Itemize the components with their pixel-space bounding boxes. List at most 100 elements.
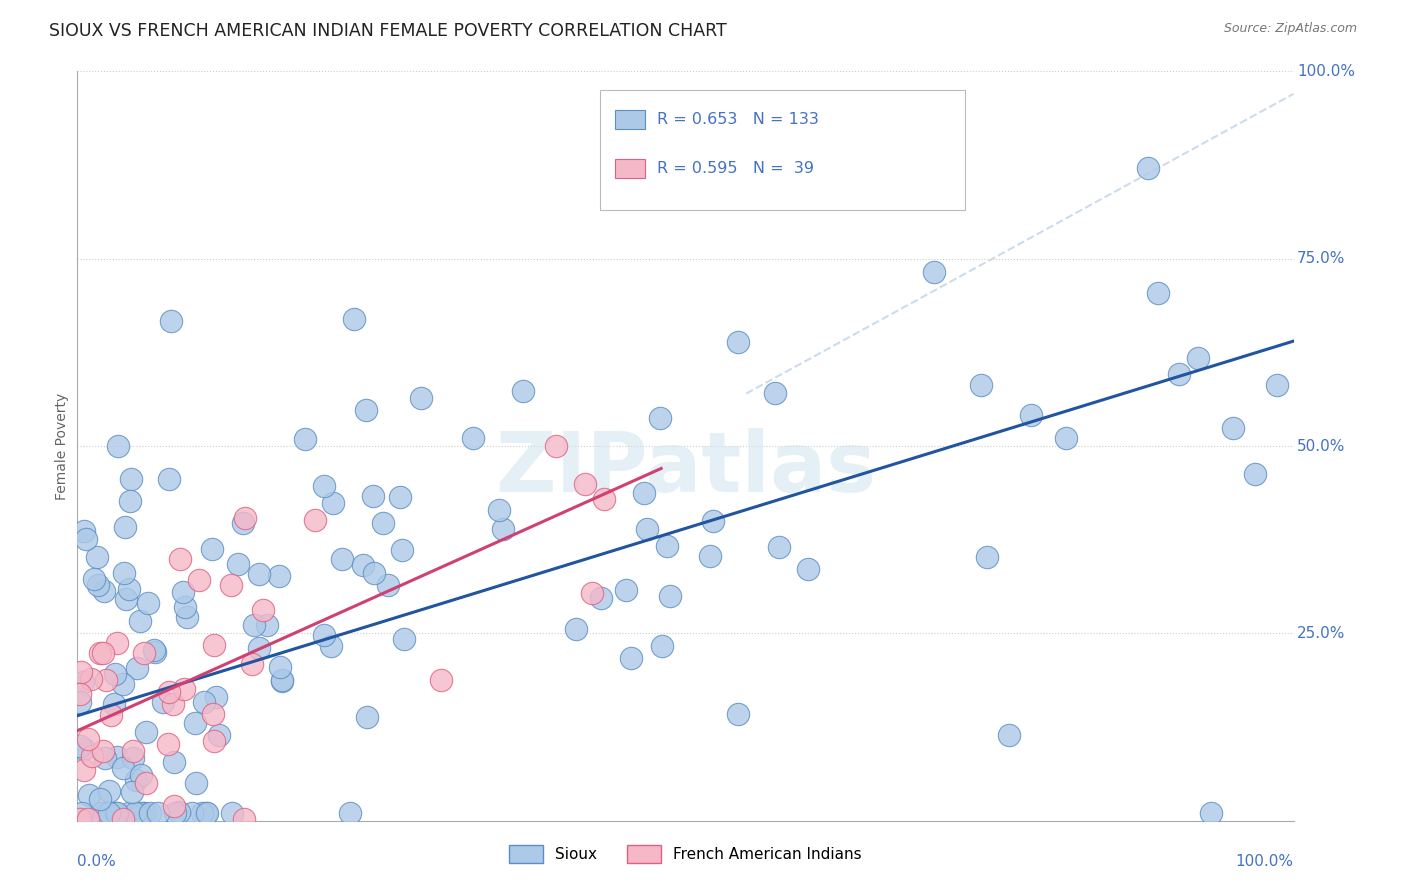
Point	[87, 577, 110, 591]
Point	[103, 697, 125, 711]
Point	[1243, 467, 1265, 482]
Point	[107, 439, 129, 453]
Point	[118, 494, 141, 508]
Point	[202, 638, 225, 652]
Point	[232, 516, 254, 531]
Point	[363, 566, 385, 580]
Point	[356, 709, 378, 723]
Point	[136, 596, 159, 610]
Point	[121, 784, 143, 798]
Point	[797, 562, 820, 576]
Point	[117, 806, 139, 821]
Point	[111, 812, 134, 826]
Point	[69, 739, 91, 754]
Point	[411, 392, 433, 406]
Point	[205, 690, 228, 705]
Point	[163, 756, 186, 770]
Point	[172, 585, 194, 599]
Point	[970, 377, 993, 392]
Point	[115, 591, 138, 606]
Point	[73, 524, 96, 538]
Point	[998, 728, 1021, 742]
Point	[91, 744, 114, 758]
Point	[727, 706, 749, 721]
Point	[193, 695, 215, 709]
Point	[343, 311, 366, 326]
Point	[339, 806, 361, 821]
Point	[73, 764, 96, 778]
Point	[352, 558, 374, 572]
Point	[589, 591, 612, 606]
Point	[354, 403, 377, 417]
Point	[240, 657, 263, 671]
Point	[111, 677, 134, 691]
Point	[633, 486, 655, 500]
Point	[145, 644, 167, 658]
Point	[195, 806, 218, 821]
Point	[256, 618, 278, 632]
Point	[247, 566, 270, 581]
Point	[75, 533, 97, 547]
Point	[581, 586, 603, 600]
Point	[304, 513, 326, 527]
Point	[135, 725, 157, 739]
Point	[104, 667, 127, 681]
Point	[768, 541, 790, 555]
Point	[208, 728, 231, 742]
Point	[125, 773, 148, 788]
Point	[160, 314, 183, 328]
Point	[163, 799, 186, 814]
Point	[83, 572, 105, 586]
Point	[271, 674, 294, 689]
Point	[702, 515, 724, 529]
Text: ZIPatlas: ZIPatlas	[495, 428, 876, 509]
Point	[619, 650, 641, 665]
Point	[138, 806, 160, 821]
Text: 50.0%: 50.0%	[1298, 439, 1346, 453]
Text: 0.0%: 0.0%	[77, 855, 117, 870]
Point	[614, 583, 637, 598]
Point	[1136, 161, 1159, 176]
Point	[132, 646, 155, 660]
Point	[157, 737, 180, 751]
Point	[112, 566, 135, 581]
Point	[86, 549, 108, 564]
Point	[655, 539, 678, 553]
Point	[461, 431, 484, 445]
Point	[100, 708, 122, 723]
Point	[1199, 806, 1222, 821]
Y-axis label: Female Poverty: Female Poverty	[55, 392, 69, 500]
Point	[247, 641, 270, 656]
Point	[89, 646, 111, 660]
Point	[69, 695, 91, 709]
Point	[142, 643, 165, 657]
Point	[267, 569, 290, 583]
Point	[105, 750, 128, 764]
Text: 25.0%: 25.0%	[1298, 626, 1346, 640]
Point	[593, 492, 616, 507]
Text: 100.0%: 100.0%	[1298, 64, 1355, 78]
Point	[191, 806, 214, 821]
Point	[392, 632, 415, 646]
Point	[1054, 431, 1077, 445]
Point	[97, 806, 120, 821]
Point	[121, 751, 143, 765]
Text: SIOUX VS FRENCH AMERICAN INDIAN FEMALE POVERTY CORRELATION CHART: SIOUX VS FRENCH AMERICAN INDIAN FEMALE P…	[49, 22, 727, 40]
Point	[1019, 408, 1042, 422]
Point	[70, 806, 93, 821]
Point	[94, 673, 117, 688]
Point	[659, 589, 682, 603]
Point	[72, 674, 94, 689]
Point	[129, 806, 152, 821]
Point	[651, 639, 673, 653]
Point	[195, 806, 218, 821]
Point	[129, 768, 152, 782]
FancyBboxPatch shape	[600, 90, 965, 210]
Text: Source: ZipAtlas.com: Source: ZipAtlas.com	[1223, 22, 1357, 36]
Point	[1265, 378, 1288, 392]
Point	[91, 646, 114, 660]
Point	[174, 600, 197, 615]
Point	[105, 806, 128, 821]
Point	[294, 432, 316, 446]
Point	[636, 522, 658, 536]
